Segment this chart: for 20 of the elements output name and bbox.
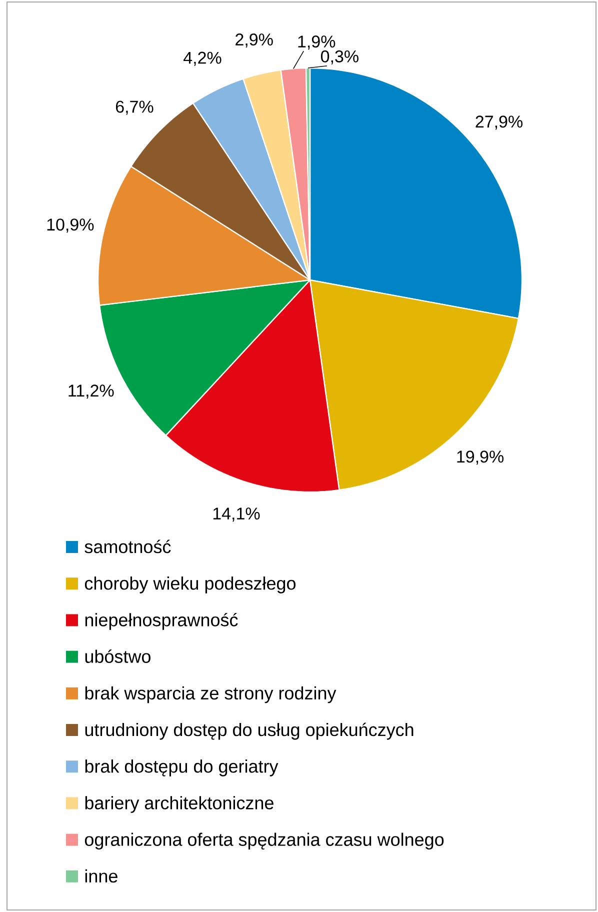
data-label: 27,9% bbox=[476, 116, 522, 130]
data-label: 0,3% bbox=[320, 50, 358, 64]
data-label: 19,9% bbox=[457, 450, 504, 465]
legend-label: inne bbox=[85, 869, 118, 883]
legend-label: choroby wieku podeszłego bbox=[84, 576, 296, 594]
legend-label: bariery architektoniczne bbox=[85, 796, 274, 813]
legend-label: niepełnosprawność bbox=[85, 612, 238, 630]
legend-label: ubóstwo bbox=[85, 650, 150, 663]
data-label: 14,1% bbox=[213, 508, 260, 522]
legend-label: brak dostępu do geriatry bbox=[85, 760, 278, 776]
data-label: 6,7% bbox=[116, 100, 154, 115]
data-label: 11,2% bbox=[68, 384, 114, 399]
legend-label: samotność bbox=[84, 540, 171, 554]
data-label: 1,9% bbox=[298, 36, 336, 50]
legend-label: ograniczona oferta spędzania czasu wolnego bbox=[84, 832, 444, 850]
data-label: 2,9% bbox=[236, 33, 273, 48]
legend-label: brak wsparcia ze strony rodziny bbox=[85, 686, 336, 704]
data-label: 10,9% bbox=[47, 218, 94, 233]
data-label: 4,2% bbox=[184, 52, 222, 66]
legend-label: utrudniony dostęp do usług opiekuńczych bbox=[85, 722, 414, 740]
